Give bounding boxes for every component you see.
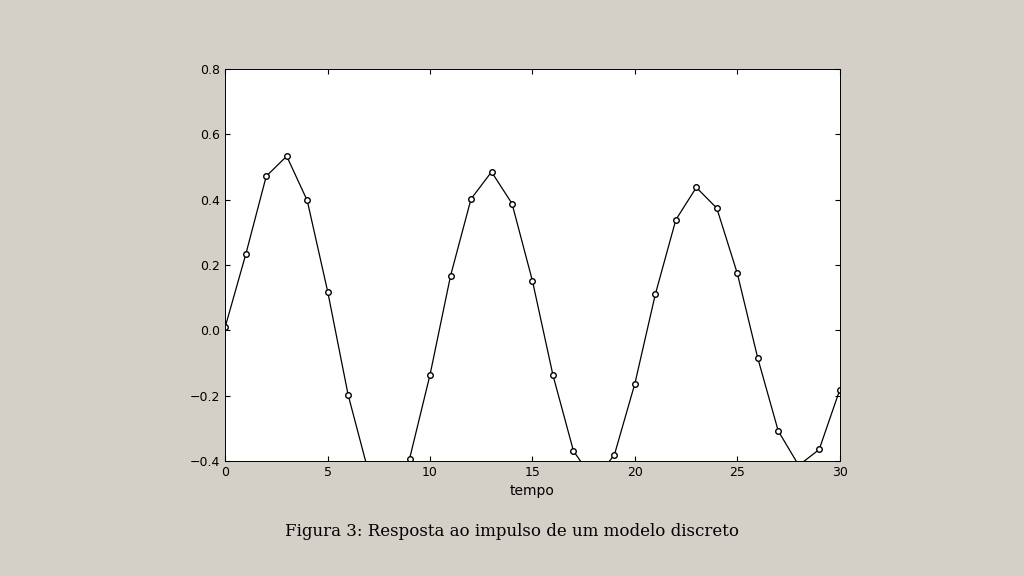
X-axis label: tempo: tempo [510, 484, 555, 498]
Text: Figura 3: Resposta ao impulso de um modelo discreto: Figura 3: Resposta ao impulso de um mode… [285, 522, 739, 540]
